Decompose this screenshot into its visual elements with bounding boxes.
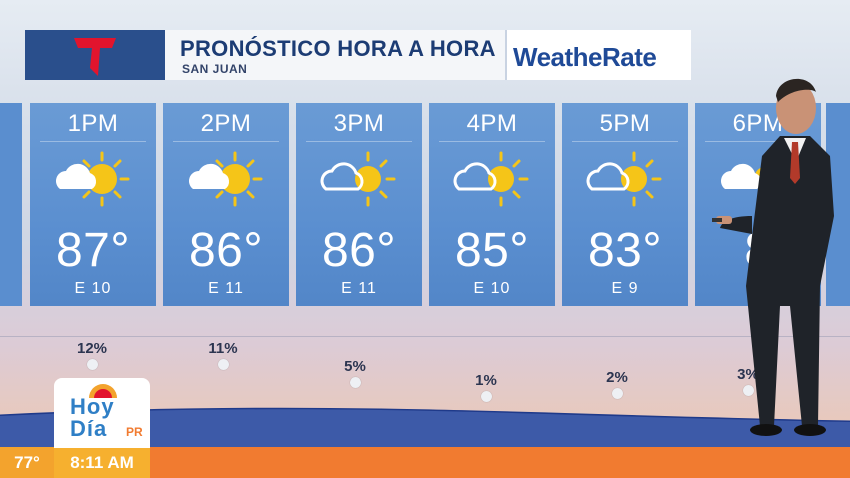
hour-label: 3PM <box>333 110 385 137</box>
wind-value: E 10 <box>473 280 511 297</box>
precip-point: 11% <box>203 340 243 370</box>
clock: 8:11 AM <box>54 447 150 478</box>
page-title: PRONÓSTICO HORA A HORA <box>180 36 496 61</box>
precip-point: 12% <box>72 340 112 370</box>
sun-behind-cloud-icon <box>56 151 130 207</box>
hour-card: 5PM 83° E 9 <box>562 103 688 306</box>
precip-dot <box>217 359 229 370</box>
hour-card: 3PM 86° E 11 <box>296 103 422 306</box>
wind-value: E 9 <box>611 280 639 297</box>
sun-behind-cloud-icon <box>586 151 662 207</box>
card-divider <box>572 141 678 142</box>
current-temp: 77° <box>0 447 54 478</box>
hour-card-partial-left <box>0 103 22 306</box>
precip-point: 1% <box>466 372 506 402</box>
card-divider <box>40 141 146 142</box>
show-logo: Hoy Día PR <box>54 378 150 448</box>
precip-label: 1% <box>475 372 497 389</box>
precip-dot <box>742 385 754 396</box>
card-divider <box>439 141 545 142</box>
network-logo-box <box>25 30 165 80</box>
hour-card: 1PM 87° E 10 <box>30 103 156 306</box>
sponsor-logo-box: WeatheRate <box>505 30 691 80</box>
telemundo-t-logo-icon <box>74 38 116 76</box>
sun-behind-cloud-icon <box>320 151 396 207</box>
temperature-value: 87° <box>55 224 131 277</box>
wind-value: E 11 <box>341 280 377 297</box>
card-divider <box>705 141 811 142</box>
temperature-value: 85° <box>454 224 530 277</box>
header-banner: PRONÓSTICO HORA A HORA SAN JUAN WeatheRa… <box>25 30 691 80</box>
temperature-value: 86° <box>321 224 397 277</box>
hour-card: 4PM 85° E 10 <box>429 103 555 306</box>
sponsor-logo-text: WeatheRate <box>513 42 657 72</box>
precip-point: 3% <box>728 366 768 396</box>
show-logo-suffix: PR <box>126 425 143 439</box>
card-divider <box>173 141 279 142</box>
precip-label: 11% <box>208 340 238 357</box>
hour-label: 1PM <box>67 110 119 137</box>
precip-point: 2% <box>597 369 637 399</box>
hour-label: 2PM <box>200 110 252 137</box>
hour-label: 4PM <box>466 110 518 137</box>
card-divider <box>306 141 412 142</box>
show-logo-line2: Día <box>70 416 108 441</box>
wind-value: E 10 <box>74 280 112 297</box>
location-subtitle: SAN JUAN <box>182 62 248 76</box>
precip-dot <box>86 359 98 370</box>
precip-label: 12% <box>76 340 108 357</box>
hour-card: 2PM 86° E 11 <box>163 103 289 306</box>
hour-label: 6PM <box>732 110 784 137</box>
precip-label: 2% <box>606 369 628 386</box>
hour-label: 5PM <box>599 110 651 137</box>
sun-behind-cloud-icon <box>453 151 529 207</box>
wind-value: E 11 <box>208 280 244 297</box>
precip-point: 5% <box>335 358 375 388</box>
precip-label: 3% <box>737 366 759 383</box>
precip-dot <box>480 391 492 402</box>
show-logo-line1: Hoy <box>70 394 115 419</box>
precip-dot <box>611 388 623 399</box>
precip-dot <box>349 377 361 388</box>
temperature-value: 86° <box>188 224 264 277</box>
sun-behind-cloud-icon <box>189 151 263 207</box>
presenter-figure <box>712 78 834 436</box>
temperature-value: 83° <box>587 224 663 277</box>
precip-baseline <box>0 336 850 337</box>
precip-label: 5% <box>344 358 366 375</box>
sunrise-icon <box>89 384 117 398</box>
